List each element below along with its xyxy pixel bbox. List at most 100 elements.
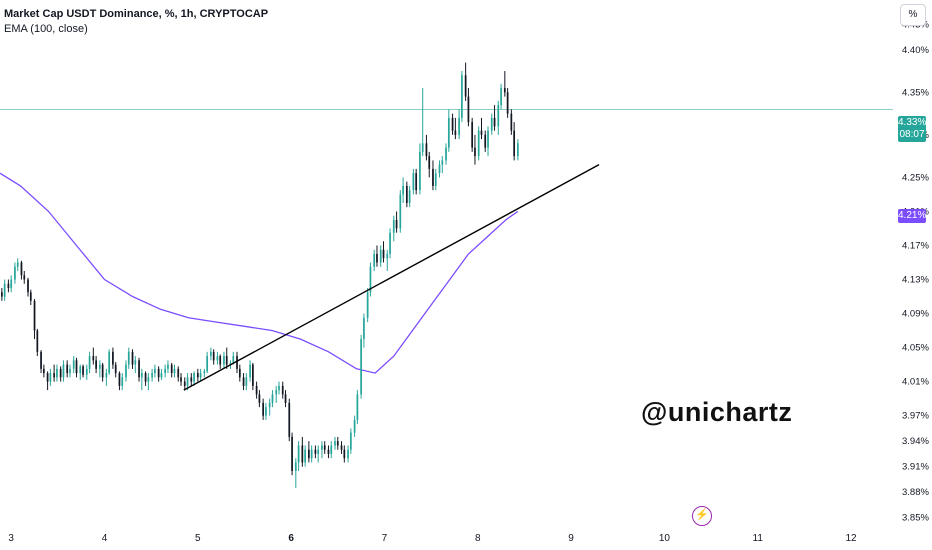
lightning-icon[interactable]: ⚡ <box>692 506 712 526</box>
candle-body <box>399 194 402 229</box>
candle-body <box>268 402 271 408</box>
candle-body <box>376 253 378 263</box>
candle-body <box>147 377 150 382</box>
candle-body <box>46 373 49 382</box>
candle-body <box>252 364 254 386</box>
candle <box>392 215 395 242</box>
candle-body <box>297 445 300 463</box>
y-tick-label: 4.13% <box>902 275 929 286</box>
percent-scale-button[interactable]: % <box>900 4 926 26</box>
watermark: @unichartz <box>641 397 793 427</box>
candle <box>112 347 114 369</box>
candle-body <box>59 368 62 378</box>
candle <box>238 364 241 382</box>
candle-body <box>412 173 415 191</box>
candle-body <box>386 253 389 259</box>
candle <box>53 364 55 382</box>
candle-body <box>193 373 195 382</box>
candle <box>249 360 251 382</box>
candle-body <box>447 117 450 148</box>
candle-body <box>506 92 509 114</box>
candle <box>20 260 23 280</box>
candle <box>487 126 489 157</box>
candle-body <box>366 292 369 318</box>
candle <box>262 398 265 420</box>
candle <box>373 249 376 271</box>
candle-body <box>112 351 114 365</box>
candle-body <box>127 351 130 365</box>
candle <box>445 143 447 165</box>
candle-body <box>186 377 189 386</box>
candle <box>336 436 339 450</box>
candle-body <box>304 449 306 463</box>
candle-body <box>108 351 111 374</box>
candle <box>36 328 39 357</box>
candle <box>447 109 450 152</box>
candle <box>356 390 359 425</box>
candle <box>291 432 293 476</box>
candle <box>402 177 404 203</box>
candle <box>134 356 137 374</box>
candle-body <box>183 381 186 386</box>
candle-body <box>92 356 95 361</box>
ema-series-line <box>0 172 519 374</box>
candle-body <box>53 373 55 378</box>
candle <box>281 381 284 399</box>
candle-body <box>360 339 362 395</box>
candle-body <box>131 351 134 365</box>
candle <box>85 364 88 380</box>
candle <box>334 436 336 450</box>
last-price-value: 4.33% <box>898 117 927 128</box>
candle-body <box>66 364 69 374</box>
candle <box>484 130 487 152</box>
candle <box>203 368 206 378</box>
candle <box>386 249 389 271</box>
candle-body <box>419 151 421 191</box>
candle <box>59 366 62 382</box>
candle <box>223 351 225 369</box>
candle <box>66 360 69 378</box>
candle <box>369 262 372 297</box>
candle <box>92 347 95 365</box>
candle-body <box>216 356 219 361</box>
candle-body <box>238 368 241 378</box>
candle <box>268 398 271 416</box>
candle <box>216 351 219 365</box>
candle-body <box>223 356 225 365</box>
candle-body <box>212 351 215 361</box>
candle-body <box>503 88 506 93</box>
candle <box>210 347 212 361</box>
candle <box>399 190 402 233</box>
candle <box>366 288 369 323</box>
candle <box>297 441 300 471</box>
candle-body <box>95 360 97 369</box>
candle <box>125 360 127 382</box>
candle-body <box>497 105 500 127</box>
candle-body <box>451 117 454 131</box>
candle-body <box>336 441 339 446</box>
candle <box>3 279 6 301</box>
candle <box>510 109 513 135</box>
candle-body <box>229 362 232 365</box>
candle <box>480 117 483 140</box>
candle <box>477 126 480 161</box>
candle <box>121 373 124 391</box>
candle-body <box>196 373 199 378</box>
candle <box>343 445 346 463</box>
candle-body <box>14 266 16 280</box>
candle <box>151 368 153 382</box>
candle <box>167 360 169 374</box>
candle <box>432 160 434 191</box>
candle <box>127 347 130 369</box>
candle <box>180 373 182 386</box>
candle <box>95 356 97 374</box>
candle <box>212 349 215 365</box>
ema-legend[interactable]: EMA (100, close) <box>4 23 88 35</box>
candle <box>314 445 317 459</box>
candle <box>278 381 280 395</box>
candle <box>347 445 349 463</box>
candle <box>395 211 398 233</box>
candle-body <box>480 130 483 135</box>
candle <box>421 88 424 157</box>
